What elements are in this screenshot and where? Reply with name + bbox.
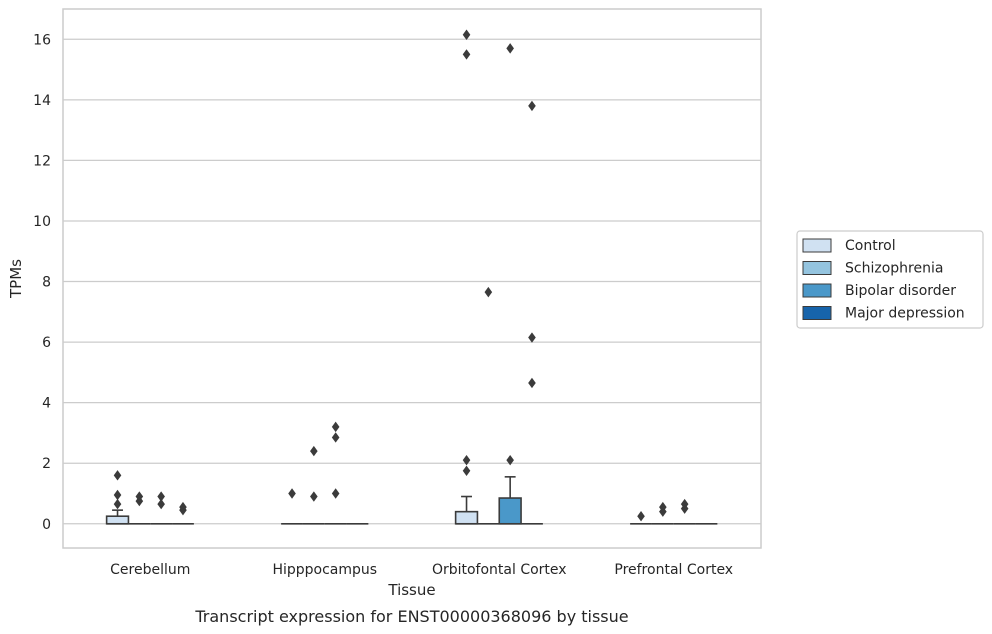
- box-bipolar-disorder: [673, 498, 696, 525]
- x-tick-label: Prefrontal Cortex: [614, 562, 733, 578]
- box-bipolar-disorder: [150, 491, 173, 525]
- outlier-point: [113, 498, 122, 510]
- gridlines: [63, 38, 761, 525]
- outlier-point: [680, 498, 689, 510]
- outlier-point: [506, 43, 514, 54]
- plot-frame: [62, 8, 762, 549]
- box-iqr: [498, 497, 522, 525]
- box-schizophrenia: [302, 445, 325, 525]
- box-control: [454, 29, 479, 525]
- x-axis-title: Tissue: [387, 581, 435, 599]
- outlier-point: [157, 498, 165, 510]
- outlier-point: [113, 470, 122, 481]
- chart-caption: Transcript expression for ENST0000036809…: [194, 607, 628, 626]
- plot-area: [105, 29, 718, 525]
- outlier-point: [462, 29, 471, 40]
- box-major-depression: [172, 501, 194, 525]
- outlier-point: [157, 491, 165, 502]
- outlier-point: [462, 49, 471, 60]
- legend-frame: [796, 230, 984, 329]
- legend-swatch: [802, 261, 832, 275]
- outlier-point: [288, 488, 296, 499]
- legend-label: Schizophrenia: [845, 261, 943, 277]
- outlier-point: [484, 286, 493, 298]
- box-control: [630, 511, 652, 525]
- y-axis: 0 2 4 6 8 10 12 14 16: [33, 32, 51, 532]
- outlier-point: [462, 465, 471, 476]
- outlier-point: [331, 432, 340, 443]
- y-axis-title: TPMs: [7, 259, 25, 299]
- legend-label: Major depression: [845, 306, 965, 322]
- y-tick-label: 4: [42, 396, 51, 412]
- box-major-depression: [521, 100, 543, 525]
- y-tick-label: 16: [33, 32, 51, 48]
- y-tick-label: 12: [33, 153, 51, 169]
- y-tick-label: 0: [42, 517, 51, 533]
- outlier-point: [659, 501, 667, 513]
- outlier-point: [528, 332, 536, 343]
- legend-swatch: [802, 238, 832, 253]
- outlier-point: [506, 454, 514, 466]
- outlier-point: [310, 491, 318, 502]
- y-tick-label: 2: [42, 456, 51, 472]
- x-tick-label: Cerebellum: [110, 562, 190, 578]
- legend-swatch: [802, 283, 832, 298]
- legend: Control Schizophrenia Bipolar disorder Majo…: [796, 230, 984, 329]
- legend-label: Bipolar disorder: [845, 283, 956, 299]
- y-tick-label: 10: [33, 214, 51, 230]
- legend-label: Control: [845, 238, 896, 254]
- outlier-point: [528, 100, 536, 112]
- box-bipolar-disorder: [498, 43, 522, 525]
- x-axis: Cerebellum Hipppocampus Orbitofontal Corte…: [110, 562, 733, 578]
- outlier-point: [135, 491, 144, 502]
- box-control: [105, 470, 130, 525]
- outlier-point: [528, 377, 536, 389]
- outlier-point: [331, 488, 340, 499]
- outlier-point: [462, 454, 471, 466]
- x-tick-label: Hipppocampus: [272, 562, 377, 578]
- outlier-point: [310, 445, 318, 457]
- box-control: [281, 488, 303, 525]
- box-iqr: [454, 510, 479, 525]
- outlier-point: [331, 421, 340, 433]
- box-bipolar-disorder: [324, 421, 347, 525]
- outlier-point: [113, 489, 122, 501]
- outlier-point: [637, 511, 645, 522]
- x-tick-label: Orbitofontal Cortex: [432, 562, 567, 578]
- box-schizophrenia: [128, 491, 151, 525]
- y-tick-label: 8: [42, 275, 51, 291]
- box-schizophrenia: [651, 501, 674, 525]
- box-schizophrenia: [477, 286, 500, 525]
- legend-swatch: [802, 306, 832, 320]
- y-tick-label: 14: [33, 93, 51, 109]
- box-iqr: [105, 515, 130, 525]
- y-tick-label: 6: [42, 335, 51, 351]
- outlier-point: [179, 501, 187, 513]
